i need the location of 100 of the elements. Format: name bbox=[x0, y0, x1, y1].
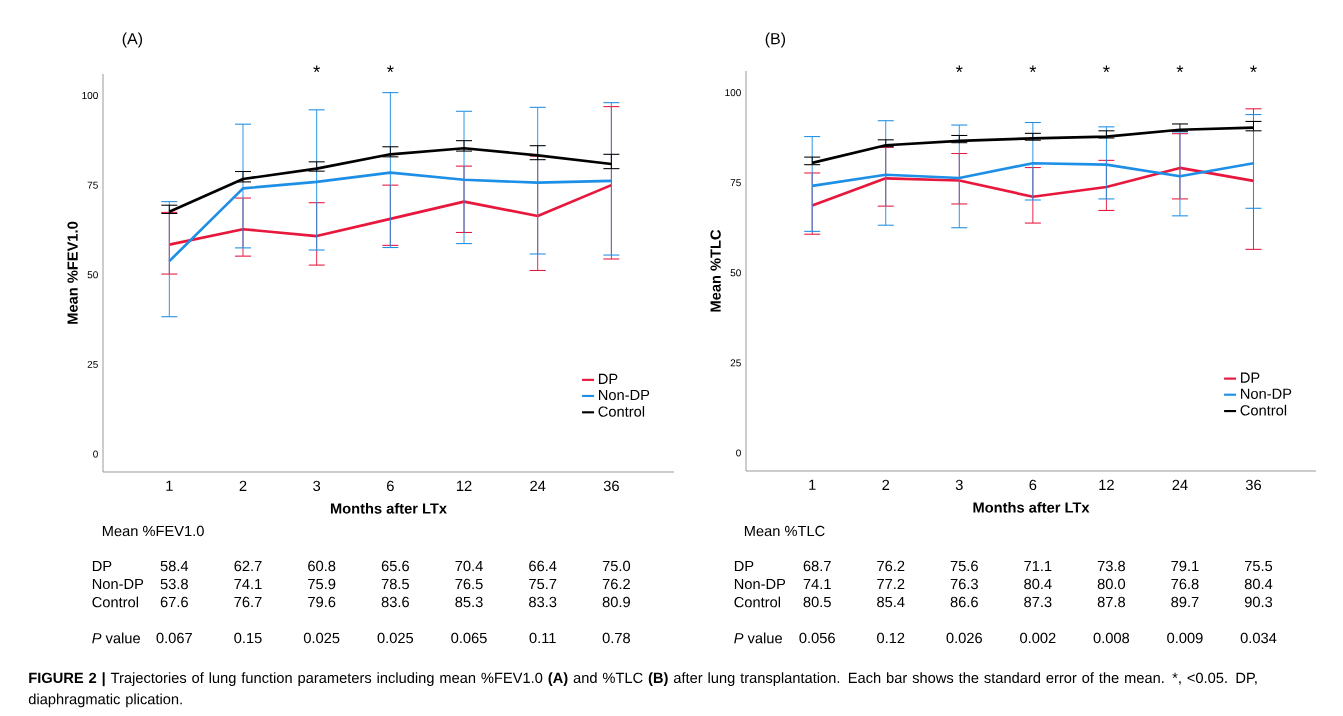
text: 0.12 bbox=[877, 632, 905, 644]
chart-title: (A) bbox=[122, 32, 143, 48]
data-label: 75.9 bbox=[308, 578, 336, 590]
text: Mean %TLC bbox=[744, 525, 825, 537]
data-label: 65.6 bbox=[381, 560, 409, 572]
x-tick-label: 6 bbox=[387, 480, 394, 492]
legend-label: Non-DP bbox=[1241, 388, 1292, 399]
text: Mean %FEV1.0 bbox=[102, 525, 204, 537]
annotation: * bbox=[955, 65, 963, 73]
data-label: 80.4 bbox=[1244, 578, 1273, 590]
text: 0.11 bbox=[529, 632, 556, 644]
x-tick-label: 12 bbox=[1099, 479, 1114, 490]
text: DP bbox=[92, 560, 112, 572]
y-tick-label: 25 bbox=[87, 360, 98, 368]
x-tick-label: 1 bbox=[809, 479, 816, 490]
data-label: 80.0 bbox=[1097, 578, 1126, 590]
text: P value bbox=[92, 632, 140, 644]
x-tick-label: 36 bbox=[1245, 479, 1261, 491]
annotation: * bbox=[1103, 65, 1110, 73]
data-label: 77.2 bbox=[877, 578, 905, 590]
text: 0.002 bbox=[1020, 632, 1056, 644]
text: Non-DP bbox=[734, 578, 786, 590]
data-label: 58.4 bbox=[160, 560, 189, 572]
data-label: 74.1 bbox=[803, 578, 831, 590]
data-label: 76.2 bbox=[602, 578, 630, 590]
legend-label: DP bbox=[598, 373, 618, 384]
text: 0.065 bbox=[451, 632, 487, 644]
data-label: 60.8 bbox=[308, 560, 336, 572]
y-tick-label: 75 bbox=[730, 179, 741, 187]
text: Non-DP bbox=[92, 578, 144, 590]
text: 0.067 bbox=[156, 632, 192, 644]
data-label: 73.8 bbox=[1097, 560, 1126, 572]
legend-label: Control bbox=[598, 406, 645, 417]
data-label: 66.4 bbox=[529, 560, 557, 572]
data-label: 85.4 bbox=[877, 596, 905, 608]
data-label: 76.3 bbox=[950, 578, 978, 590]
annotation: * bbox=[1029, 65, 1037, 73]
x-tick-label: 2 bbox=[239, 480, 247, 491]
data-label: 80.5 bbox=[803, 596, 831, 608]
data-label: 67.6 bbox=[160, 596, 188, 608]
text: P value bbox=[734, 632, 782, 644]
data-label: 68.7 bbox=[803, 560, 831, 572]
y-tick-label: 50 bbox=[87, 271, 98, 279]
x-tick-label: 24 bbox=[530, 480, 546, 491]
x-tick-label: 1 bbox=[166, 480, 173, 491]
data-label: 62.7 bbox=[234, 560, 262, 572]
y-tick-label: 25 bbox=[730, 359, 741, 367]
x-tick-label: 24 bbox=[1172, 479, 1188, 490]
data-label: 79.6 bbox=[308, 596, 336, 608]
data-label: 53.8 bbox=[160, 578, 188, 590]
text: 0.056 bbox=[799, 632, 835, 644]
y-axis-title: Mean %FEV1.0 bbox=[67, 221, 78, 324]
legend-label: Non-DP bbox=[598, 389, 650, 401]
y-tick-label: 0 bbox=[736, 449, 741, 457]
x-axis-title: Months after LTx bbox=[330, 502, 447, 514]
data-label: 75.5 bbox=[1244, 560, 1273, 572]
data-label: 79.1 bbox=[1171, 560, 1199, 572]
data-label: 80.9 bbox=[602, 596, 630, 608]
data-label: 76.7 bbox=[234, 596, 262, 608]
x-tick-label: 3 bbox=[955, 479, 963, 491]
data-label: 75.0 bbox=[602, 560, 631, 572]
text: * bbox=[313, 65, 321, 73]
text: 0.008 bbox=[1093, 632, 1130, 644]
y-tick-label: 50 bbox=[730, 269, 741, 277]
data-label: 83.3 bbox=[529, 596, 557, 608]
x-tick-label: 3 bbox=[313, 480, 321, 492]
data-label: 86.6 bbox=[950, 596, 978, 608]
y-tick-label: 100 bbox=[725, 89, 741, 97]
data-label: 78.5 bbox=[381, 578, 409, 590]
text: 0.025 bbox=[377, 632, 414, 644]
text: 0.026 bbox=[946, 632, 982, 644]
data-label: 74.1 bbox=[234, 578, 262, 590]
data-label: 70.4 bbox=[455, 560, 483, 572]
data-label: 75.6 bbox=[950, 560, 978, 572]
y-tick-label: 0 bbox=[93, 450, 98, 458]
data-label: 71.1 bbox=[1024, 560, 1052, 572]
text: 0.15 bbox=[234, 632, 262, 644]
data-label: 76.5 bbox=[455, 578, 483, 590]
text: Control bbox=[734, 596, 781, 608]
data-label: 87.3 bbox=[1024, 596, 1052, 608]
data-label: 76.8 bbox=[1171, 578, 1199, 590]
data-label: 87.8 bbox=[1097, 596, 1126, 608]
data-label: 80.4 bbox=[1024, 578, 1052, 590]
data-label: 85.3 bbox=[455, 596, 483, 608]
data-label: 83.6 bbox=[381, 596, 409, 608]
x-tick-label: 36 bbox=[603, 480, 619, 492]
x-tick-label: 2 bbox=[882, 479, 890, 490]
y-axis-title: Mean %TLC bbox=[710, 229, 721, 312]
text: Control bbox=[92, 596, 139, 608]
text: 0.025 bbox=[303, 632, 340, 644]
text: 0.78 bbox=[602, 632, 630, 644]
data-label: 75.7 bbox=[529, 578, 557, 590]
text: 0.034 bbox=[1240, 632, 1277, 644]
legend-label: DP bbox=[1241, 372, 1260, 383]
data-label: 90.3 bbox=[1244, 596, 1273, 608]
x-axis-title: Months after LTx bbox=[973, 501, 1090, 513]
chart-title: (B) bbox=[765, 32, 786, 48]
y-tick-label: 100 bbox=[82, 91, 98, 100]
x-tick-label: 12 bbox=[456, 480, 472, 491]
text: 0.009 bbox=[1167, 632, 1203, 644]
